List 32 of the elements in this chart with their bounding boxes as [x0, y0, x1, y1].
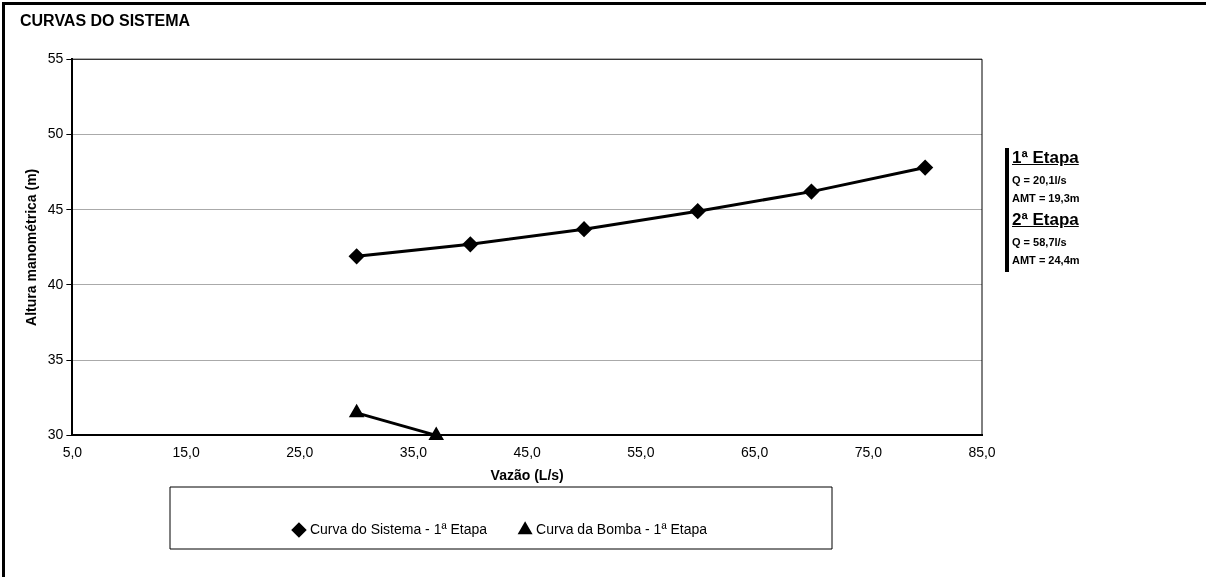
- x-tick-label: 35,0: [399, 443, 428, 460]
- y-tick-label: 45: [47, 200, 64, 217]
- legend-label: Curva do Sistema - 1ª Etapa: [309, 520, 488, 537]
- text: AMT = 24,4m: [1012, 254, 1080, 266]
- y-tick-label: 40: [47, 275, 64, 292]
- x-tick-label: 65,0: [740, 443, 769, 460]
- x-tick-label: 25,0: [286, 443, 314, 460]
- x-tick-label: 75,0: [854, 443, 883, 460]
- legend-label: Curva da Bomba - 1ª Etapa: [536, 520, 708, 537]
- x-tick-label: 55,0: [627, 443, 655, 460]
- point: [917, 160, 933, 176]
- x-axis-title: Vazão (L/s): [490, 467, 564, 484]
- point: [803, 184, 819, 200]
- text: AMT = 19,3m: [1012, 192, 1080, 204]
- x-tick-label: 5,0: [62, 443, 83, 460]
- point: [462, 236, 478, 252]
- y-tick-label: 30: [47, 426, 64, 443]
- y-tick-label: 55: [47, 50, 64, 67]
- text: Q = 20,1l/s: [1012, 174, 1068, 186]
- x-tick-label: 15,0: [172, 443, 200, 460]
- y-tick-label: 35: [47, 351, 64, 368]
- text: 2ª Etapa: [1012, 210, 1080, 230]
- point: [349, 248, 365, 264]
- point: [576, 221, 592, 237]
- y-axis-title: Altura manométrica (m): [23, 168, 40, 326]
- x-tick-label: 45,0: [513, 443, 542, 460]
- x-tick-label: 85,0: [968, 443, 996, 460]
- text: Q = 58,7l/s: [1012, 236, 1068, 248]
- point: [690, 203, 706, 219]
- y-tick-label: 50: [47, 125, 64, 142]
- chart-title: CURVAS DO SISTEMA: [20, 12, 191, 30]
- text: 1ª Etapa: [1012, 148, 1080, 168]
